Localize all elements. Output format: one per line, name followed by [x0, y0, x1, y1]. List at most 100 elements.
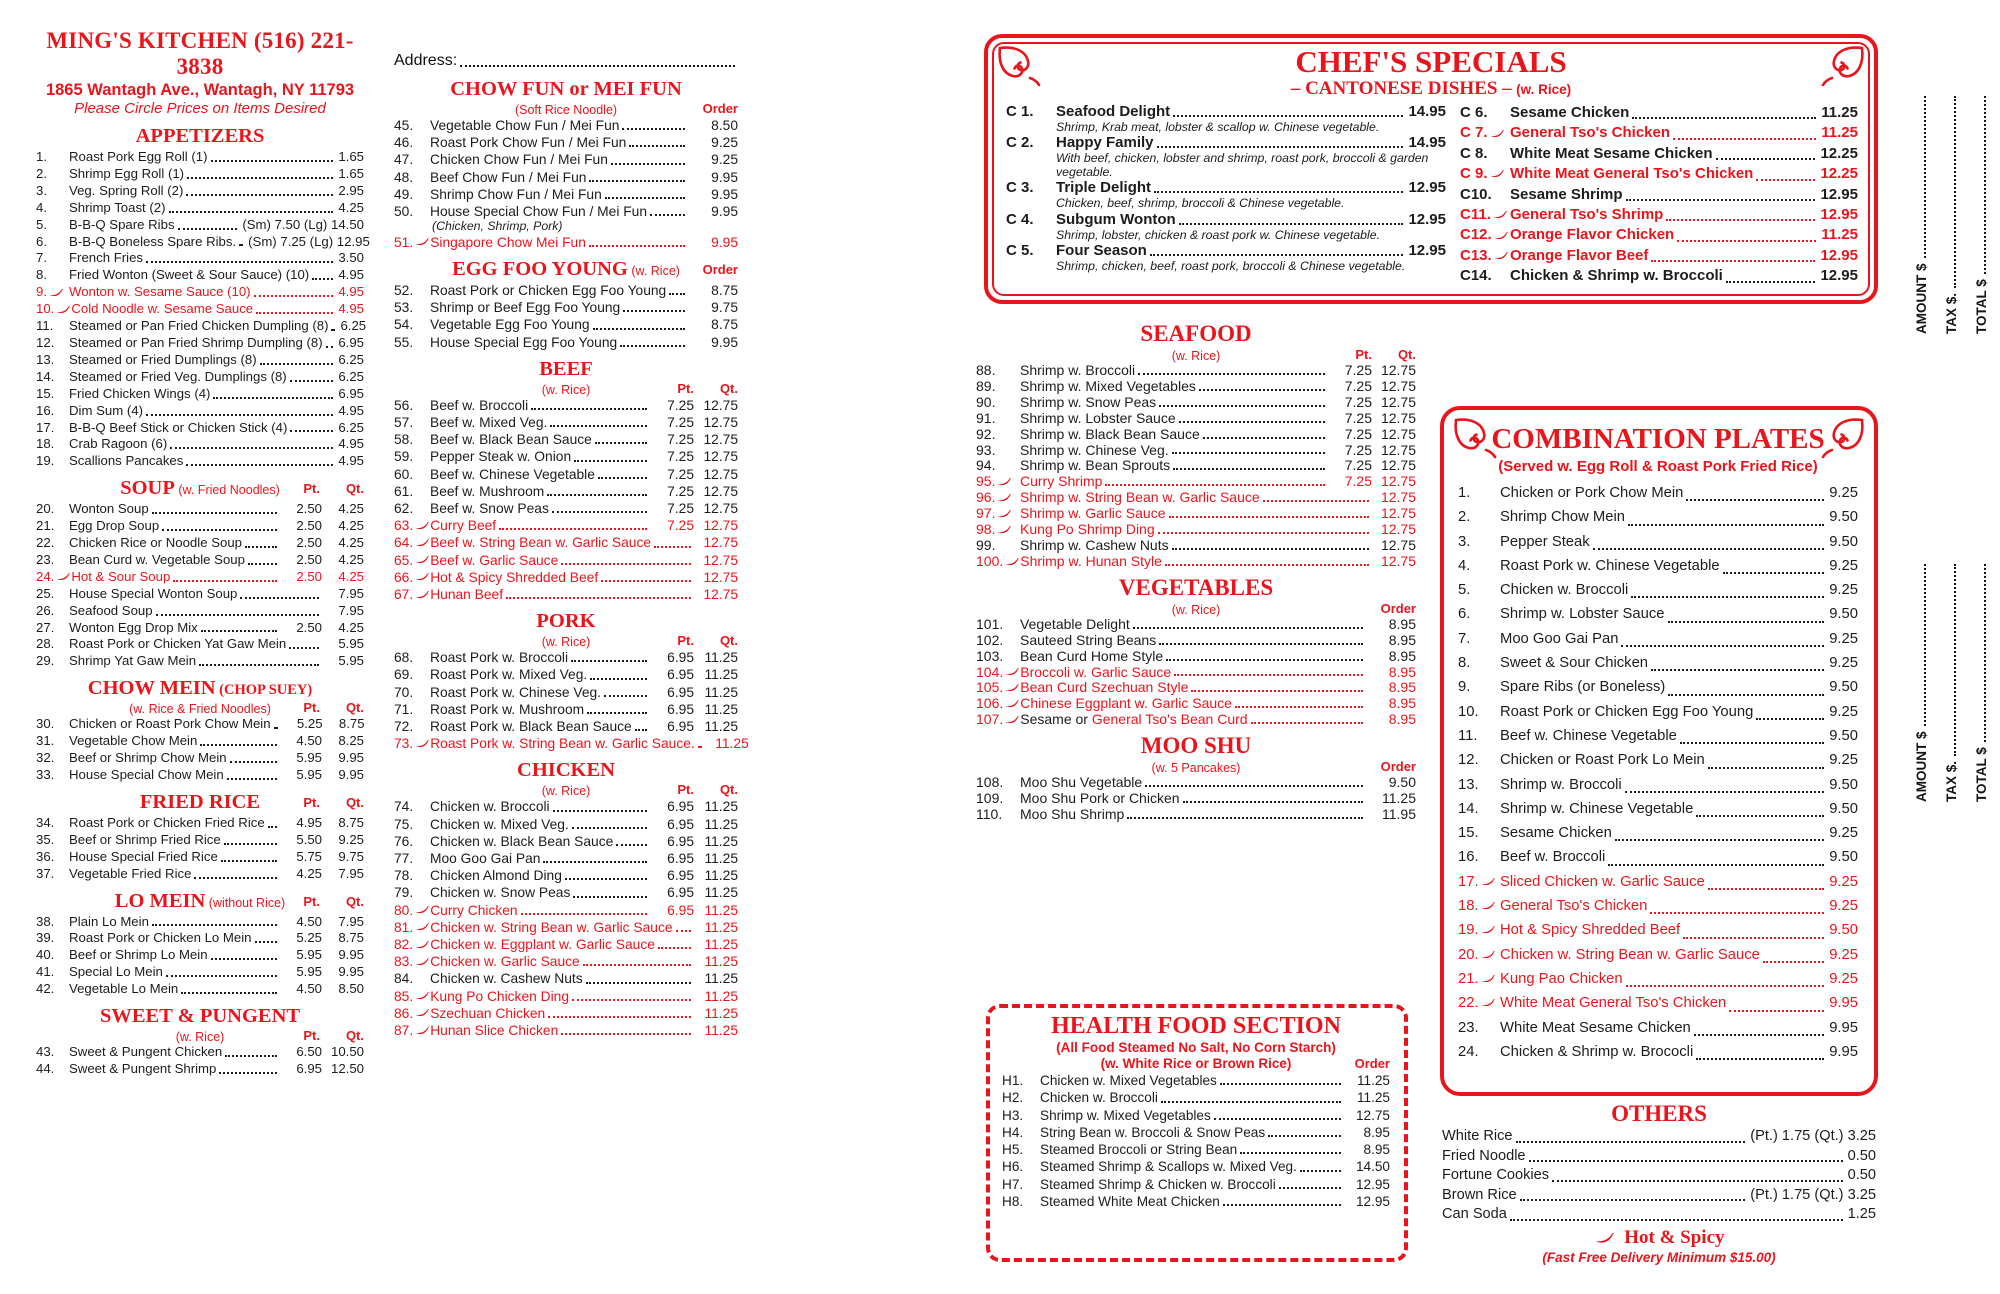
item-number-text: 21. — [36, 518, 55, 534]
item-label: Subgum Wonton — [1056, 211, 1176, 229]
item-price: 8.75 — [711, 282, 738, 298]
item-number: 59. — [394, 448, 430, 465]
item-number: C 1. — [1006, 103, 1056, 121]
item-price: 12.75 — [1355, 1107, 1390, 1123]
menu-item: 72. Roast Pork w. Black Bean Sauce 6.95 11.… — [394, 718, 738, 735]
dot-leader — [590, 677, 647, 680]
item-price: 8.95 — [1388, 615, 1416, 632]
item-number: 36. — [36, 849, 69, 866]
menu-item: 54. Vegetable Egg Foo Young 8.75 — [394, 316, 738, 333]
item-price-pt: 7.25 — [667, 414, 694, 430]
item-label: Wonton Soup — [69, 501, 149, 518]
item-price: 6.25 — [338, 351, 364, 367]
menu-item: 12. Chicken or Roast Pork Lo Mein 9.25 — [1458, 748, 1858, 772]
menu-item: 24. Hot & Sour Soup 2.50 4.25 — [36, 569, 364, 586]
menu-item: 28. Roast Pork or Chicken Yat Gaw Mein 5.9… — [36, 636, 364, 653]
item-number-text: C11. — [1460, 206, 1491, 224]
item-price: 9.25 — [711, 135, 738, 151]
item-note: (Chicken, Shrimp, Pork) — [432, 219, 563, 234]
menu-item: 104. Broccoli w. Garlic Sauce 8.95 — [976, 663, 1416, 681]
item-price: 9.25 — [1829, 946, 1858, 963]
item-price-qt: 12.75 — [1380, 505, 1416, 522]
corner-flourish-icon — [1819, 45, 1865, 91]
pepper-icon — [1490, 129, 1504, 137]
item-number-text: 15. — [1458, 825, 1479, 842]
item-label-text: Sesame Shrimp — [1510, 185, 1623, 203]
dot-leader — [1178, 222, 1404, 225]
menu-item: 103. Bean Curd Home Style 8.95 — [976, 648, 1416, 665]
item-label: Fried Chicken Wings (4) — [69, 386, 210, 403]
item-number: 79. — [394, 884, 430, 901]
item-number: 37. — [36, 866, 69, 883]
item-label: Shrimp w. Chinese Vegetable — [1500, 797, 1693, 821]
item-number: 1. — [1458, 481, 1500, 505]
menu-item: 30. Chicken or Roast Pork Chow Mein 5.25 8.… — [36, 716, 365, 733]
item-price: 6.25 — [338, 419, 364, 435]
item-number-text: 104. — [976, 663, 1004, 680]
item-label: Vegetable Lo Mein — [69, 981, 178, 998]
menu-item: 31. Vegetable Chow Mein 4.50 8.25 — [36, 733, 364, 750]
item-label: Curry Chicken — [430, 902, 517, 919]
item-number-text: 56. — [394, 397, 414, 413]
item-number-text: 100. — [976, 552, 1004, 569]
item-number: 77. — [394, 850, 430, 867]
price-column-header: Pt. — [303, 1028, 320, 1044]
menu-item: Can Soda 1.25 — [1442, 1205, 1876, 1225]
item-price-qt: 12.75 — [1380, 536, 1416, 553]
item-label: Veg. Spring Roll (2) — [69, 183, 183, 200]
menu-item: 84. Chicken w. Cashew Nuts 11.25 — [394, 970, 738, 987]
item-number: 19. — [1458, 918, 1500, 942]
item-label-text: Chicken or Roast Pork Lo Mein — [1500, 752, 1705, 769]
menu-item: C 3. Triple Delight 12.95 — [1006, 179, 1446, 197]
item-number: 39. — [36, 930, 69, 947]
menu-item: 23. White Meat Sesame Chicken 9.95 — [1458, 1016, 1858, 1040]
item-number-text: 20. — [1458, 946, 1479, 963]
menu-item: 24. Chicken & Shrimp w. Brococli 9.95 — [1458, 1040, 1858, 1064]
item-label-text: Shrimp w. Mixed Vegetables — [1040, 1107, 1211, 1123]
dot-leader — [1677, 239, 1817, 242]
item-number-text: 11. — [1458, 727, 1478, 744]
section-subtitle-row: (w. Rice) Pt. Qt. — [394, 381, 738, 397]
item-price: 9.25 — [1829, 873, 1858, 890]
item-label-text: General Tso's Chicken — [1500, 898, 1648, 915]
item-price-pt: 7.25 — [667, 432, 694, 448]
item-number: 102. — [976, 632, 1020, 649]
item-label-text: Wonton Egg Drop Mix — [69, 619, 198, 635]
item-number: 90. — [976, 394, 1020, 411]
item-number-text: 98. — [976, 521, 996, 538]
item-number: C11. — [1460, 205, 1510, 225]
item-label-text: Roast Pork or Chicken Fried Rice — [69, 814, 265, 830]
item-number: 74. — [394, 798, 430, 815]
menu-item: 76. Chicken w. Black Bean Sauce 6.95 11.25 — [394, 833, 738, 850]
item-label-text: Shrimp or Beef Egg Foo Young — [430, 300, 621, 316]
item-price-pt: 7.25 — [1344, 362, 1372, 378]
item-number-text: H8. — [1002, 1194, 1024, 1210]
item-price-pt: 6.95 — [667, 799, 694, 815]
dot-leader — [229, 761, 277, 763]
item-price-qt: 12.75 — [1380, 393, 1416, 410]
item-label-text: Roast Pork or Chicken Yat Gaw Mein — [69, 636, 287, 652]
menu-item: C11. General Tso's Shrimp 12.95 — [1460, 205, 1858, 225]
item-number: 18. — [1458, 894, 1500, 918]
item-label: Chicken or Roast Pork Chow Mein — [69, 716, 271, 733]
item-label-text: Roast Pork w. Mushroom — [430, 701, 585, 717]
item-label: White Rice — [1442, 1127, 1513, 1147]
item-number: C 2. — [1006, 134, 1056, 152]
item-label-text: Bean Curd Szechuan Style — [1020, 679, 1189, 696]
item-price: 9.95 — [711, 204, 738, 220]
dot-leader — [1173, 468, 1325, 471]
item-label: Chicken Rice or Noodle Soup — [69, 535, 242, 552]
item-number: C 9. — [1460, 164, 1510, 184]
item-label-text: Shrimp w. Bean Sprouts — [1020, 457, 1171, 474]
item-number-text: 7. — [36, 250, 47, 266]
dot-leader — [589, 179, 685, 182]
menu-section: LO MEIN (without Rice) Pt. Qt. 38. Plain Lo … — [36, 890, 364, 999]
dot-leader — [220, 859, 277, 862]
item-label: Shrimp w. Hunan Style — [1020, 553, 1162, 570]
item-price-qt: 9.25 — [338, 831, 364, 847]
section-header: SOUP (w. Fried Noodles) Pt. Qt. — [36, 477, 364, 501]
item-label: Chicken w. Broccoli — [1500, 578, 1628, 602]
item-price: 11.95 — [1382, 805, 1416, 822]
section-subtitle: (w. Rice) — [1171, 349, 1221, 363]
item-number: 96. — [976, 489, 1020, 506]
